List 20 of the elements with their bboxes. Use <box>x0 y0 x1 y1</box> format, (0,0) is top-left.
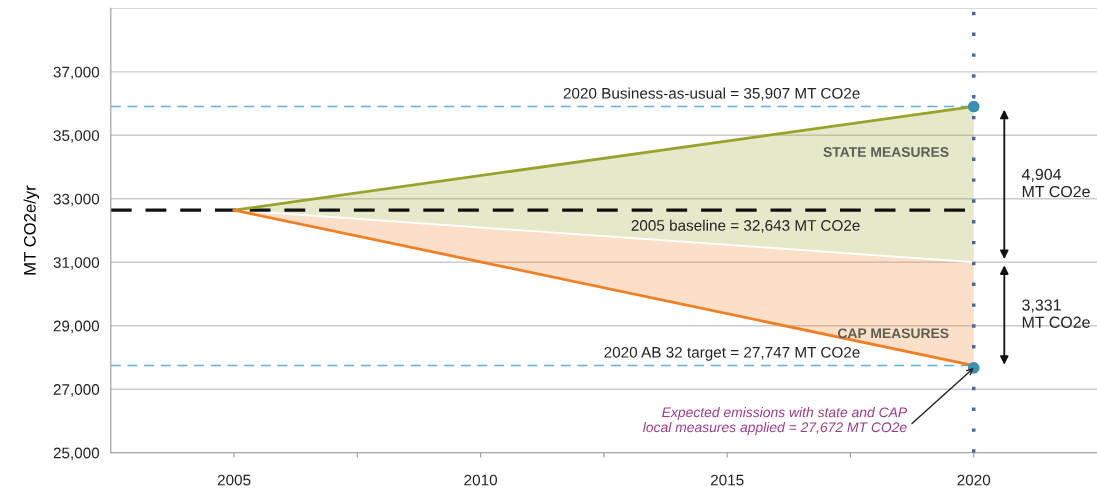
y-tick-label: 37,000 <box>53 66 100 80</box>
annotation: Expected emissions with state and CAP local measures applied = 27,672 MT CO2e <box>642 407 908 435</box>
x-tick-label: 2020 <box>957 474 991 486</box>
ref-line-label: 2005 baseline = 32,643 MT CO2e <box>631 219 860 233</box>
annotation: 3,331 MT CO2e <box>1022 299 1090 328</box>
y-axis-title: MT CO2e/yr <box>23 185 40 275</box>
ref-line-label: 2020 Business-as-usual = 35,907 MT CO2e <box>563 87 860 101</box>
y-tick-label: 25,000 <box>53 447 100 461</box>
series-label: STATE MEASURES <box>823 147 949 157</box>
y-tick-label: 33,000 <box>53 193 100 207</box>
y-tick-label: 35,000 <box>53 130 100 143</box>
x-tick-label: 2015 <box>710 474 744 486</box>
ref-line-label: 2020 AB 32 target = 27,747 MT CO2e <box>604 346 860 361</box>
x-tick-label: 2005 <box>217 474 251 486</box>
x-tick-label: 2010 <box>464 474 498 486</box>
series-label: CAP MEASURES <box>837 328 949 339</box>
y-tick-label: 27,000 <box>53 384 100 397</box>
annotation: 4,904 MT CO2e <box>1021 168 1090 198</box>
y-tick-label: 29,000 <box>53 320 100 334</box>
y-tick-label: 31,000 <box>53 257 100 270</box>
